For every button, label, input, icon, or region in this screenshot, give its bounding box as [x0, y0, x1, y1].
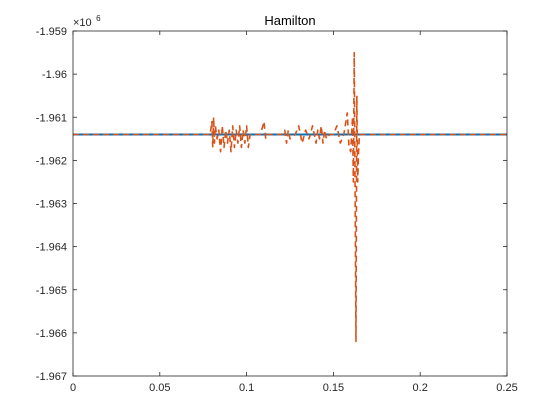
- y-tick-label-3: -1.964: [36, 242, 67, 254]
- y-tick-label-4: -1.963: [36, 199, 67, 211]
- series-layer: [73, 51, 507, 343]
- x-tick-label-5: 0.25: [496, 382, 517, 394]
- x-tick-label-0: 0: [70, 382, 76, 394]
- x-tick-label-3: 0.15: [323, 382, 344, 394]
- y-exponent-base: ×10: [73, 17, 92, 29]
- x-tick-label-4: 0.2: [413, 382, 428, 394]
- x-tick-label-2: 0.1: [239, 382, 254, 394]
- axes-layer: 0 0.05 0.1 0.15 0.2 0.25 -1.967 -1.966 -1.965 -1.…: [36, 26, 518, 394]
- y-exponent-label: ×10 6: [73, 13, 101, 30]
- y-tick-label-2: -1.965: [36, 285, 67, 297]
- y-tick-label-1: -1.966: [36, 328, 67, 340]
- x-tick-label-1: 0.05: [149, 382, 170, 394]
- plot-area: [73, 31, 507, 376]
- chart-title: Hamilton: [264, 13, 315, 28]
- series-line-2: [73, 51, 507, 343]
- y-tick-label-8: -1.959: [36, 26, 67, 38]
- y-tick-label-7: -1.96: [42, 69, 67, 81]
- y-tick-label-0: -1.967: [36, 371, 67, 383]
- y-tick-label-5: -1.962: [36, 155, 67, 167]
- y-exponent-power: 6: [96, 14, 101, 23]
- y-tick-label-6: -1.961: [36, 112, 67, 124]
